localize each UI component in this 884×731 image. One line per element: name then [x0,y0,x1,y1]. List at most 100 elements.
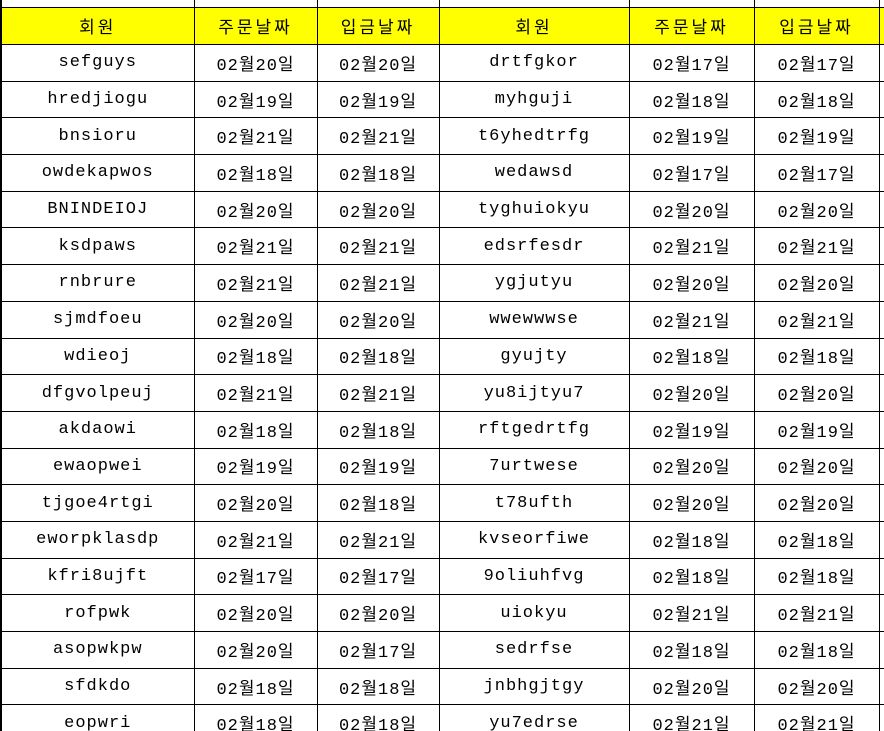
cell-order-date-1[interactable]: 02월21일 [193,520,318,559]
cell-member-1[interactable]: hredjiogu [0,80,195,119]
cell-member-2[interactable]: myhguji [438,80,630,119]
cell-member-1[interactable]: eworpklasdp [0,520,195,559]
cell-order-date-2[interactable]: 02월17일 [628,154,755,192]
cell-order-date-2[interactable]: 02월18일 [628,631,755,669]
cell-member-1[interactable]: asopwkpw [0,631,195,669]
cell-member-2[interactable]: kvseorfiwe [438,520,630,559]
header-deposit-date-1[interactable]: 입금날짜 [316,7,440,45]
cell-member-1[interactable]: bnsioru [0,117,195,156]
cell-member-1[interactable]: sjmdfoeu [0,300,195,339]
cell-deposit-date-2[interactable]: 02월18일 [753,631,880,669]
cell-member-1[interactable]: wdieoj [0,337,195,376]
cell-order-date-1[interactable]: 02월18일 [193,337,318,376]
cell-deposit-date-1[interactable]: 02월17일 [316,631,440,669]
cell-member-1[interactable]: BNINDEIOJ [0,190,195,229]
cell-order-date-1[interactable]: 02월20일 [193,631,318,669]
cell-deposit-date-2[interactable]: 02월20일 [753,190,880,229]
cell-order-date-1[interactable]: 02월19일 [193,80,318,119]
cell-member-1[interactable]: kfri8ujft [0,557,195,596]
cell-order-date-2[interactable]: 02월17일 [628,44,755,82]
cell-deposit-date-2[interactable]: 02월19일 [753,117,880,156]
cell-order-date-2[interactable]: 02월18일 [628,520,755,559]
cell-deposit-date-1[interactable]: 02월19일 [316,80,440,119]
cell-deposit-date-1[interactable]: 02월20일 [316,594,440,632]
cell-order-date-1[interactable]: 02월18일 [193,704,318,731]
cell-deposit-date-1[interactable]: 02월18일 [316,410,440,449]
cell-order-date-1[interactable]: 02월20일 [193,190,318,229]
cell-member-2[interactable]: tyghuiokyu [438,190,630,229]
cell-order-date-2[interactable]: 02월18일 [628,337,755,376]
cell-deposit-date-2[interactable]: 02월20일 [753,667,880,706]
cell-order-date-2[interactable]: 02월21일 [628,227,755,266]
cell-order-date-1[interactable]: 02월21일 [193,117,318,156]
header-order-date-1[interactable]: 주문날짜 [193,7,318,45]
cell-order-date-1[interactable]: 02월18일 [193,410,318,449]
cell-deposit-date-2[interactable]: 02월18일 [753,337,880,376]
cell-order-date-1[interactable]: 02월21일 [193,264,318,302]
cell-order-date-1[interactable]: 02월20일 [193,300,318,339]
cell-member-2[interactable]: yu8ijtyu7 [438,374,630,412]
cell-member-2[interactable]: 9oliuhfvg [438,557,630,596]
cell-deposit-date-1[interactable]: 02월20일 [316,190,440,229]
cell-order-date-1[interactable]: 02월20일 [193,484,318,522]
cell-member-2[interactable]: wwewwwse [438,300,630,339]
cell-member-1[interactable]: eopwri [0,704,195,731]
cell-order-date-2[interactable]: 02월18일 [628,557,755,596]
cell-deposit-date-2[interactable]: 02월20일 [753,374,880,412]
cell-order-date-2[interactable]: 02월21일 [628,594,755,632]
cell-order-date-2[interactable]: 02월20일 [628,447,755,486]
cell-order-date-1[interactable]: 02월18일 [193,667,318,706]
cell-member-1[interactable]: rnbrure [0,264,195,302]
cell-deposit-date-1[interactable]: 02월18일 [316,667,440,706]
header-order-date-2[interactable]: 주문날짜 [628,7,755,45]
cell-member-1[interactable]: ewaopwei [0,447,195,486]
cell-member-1[interactable]: ksdpaws [0,227,195,266]
cell-member-2[interactable]: rftgedrtfg [438,410,630,449]
cell-member-2[interactable]: jnbhgjtgy [438,667,630,706]
cell-deposit-date-2[interactable]: 02월20일 [753,264,880,302]
cell-deposit-date-2[interactable]: 02월20일 [753,447,880,486]
cell-deposit-date-1[interactable]: 02월17일 [316,557,440,596]
cell-deposit-date-1[interactable]: 02월21일 [316,117,440,156]
cell-order-date-2[interactable]: 02월19일 [628,410,755,449]
cell-order-date-2[interactable]: 02월20일 [628,264,755,302]
cell-deposit-date-1[interactable]: 02월19일 [316,447,440,486]
cell-member-2[interactable]: wedawsd [438,154,630,192]
cell-deposit-date-1[interactable]: 02월18일 [316,154,440,192]
cell-deposit-date-1[interactable]: 02월18일 [316,484,440,522]
cell-order-date-1[interactable]: 02월21일 [193,227,318,266]
header-member-2[interactable]: 회원 [438,7,630,45]
cell-member-2[interactable]: t6yhedtrfg [438,117,630,156]
cell-order-date-1[interactable]: 02월21일 [193,374,318,412]
cell-deposit-date-2[interactable]: 02월18일 [753,80,880,119]
cell-deposit-date-1[interactable]: 02월18일 [316,337,440,376]
cell-member-1[interactable]: sfdkdo [0,667,195,706]
cell-deposit-date-2[interactable]: 02월21일 [753,227,880,266]
cell-order-date-1[interactable]: 02월17일 [193,557,318,596]
cell-order-date-2[interactable]: 02월20일 [628,374,755,412]
cell-member-1[interactable]: sefguys [0,44,195,82]
cell-member-2[interactable]: uiokyu [438,594,630,632]
cell-member-1[interactable]: akdaowi [0,410,195,449]
cell-member-2[interactable]: drtfgkor [438,44,630,82]
cell-order-date-2[interactable]: 02월21일 [628,300,755,339]
cell-deposit-date-2[interactable]: 02월17일 [753,154,880,192]
cell-deposit-date-2[interactable]: 02월21일 [753,704,880,731]
cell-deposit-date-1[interactable]: 02월21일 [316,520,440,559]
cell-member-2[interactable]: ygjutyu [438,264,630,302]
cell-member-2[interactable]: sedrfse [438,631,630,669]
header-member-1[interactable]: 회원 [0,7,195,45]
cell-member-2[interactable]: t78ufth [438,484,630,522]
cell-order-date-2[interactable]: 02월20일 [628,667,755,706]
cell-deposit-date-1[interactable]: 02월18일 [316,704,440,731]
cell-deposit-date-1[interactable]: 02월20일 [316,44,440,82]
cell-member-1[interactable]: owdekapwos [0,154,195,192]
cell-deposit-date-1[interactable]: 02월21일 [316,227,440,266]
header-deposit-date-2[interactable]: 입금날짜 [753,7,880,45]
cell-member-1[interactable]: tjgoe4rtgi [0,484,195,522]
cell-order-date-1[interactable]: 02월20일 [193,44,318,82]
cell-member-1[interactable]: dfgvolpeuj [0,374,195,412]
cell-deposit-date-2[interactable]: 02월19일 [753,410,880,449]
cell-order-date-1[interactable]: 02월20일 [193,594,318,632]
cell-member-2[interactable]: edsrfesdr [438,227,630,266]
